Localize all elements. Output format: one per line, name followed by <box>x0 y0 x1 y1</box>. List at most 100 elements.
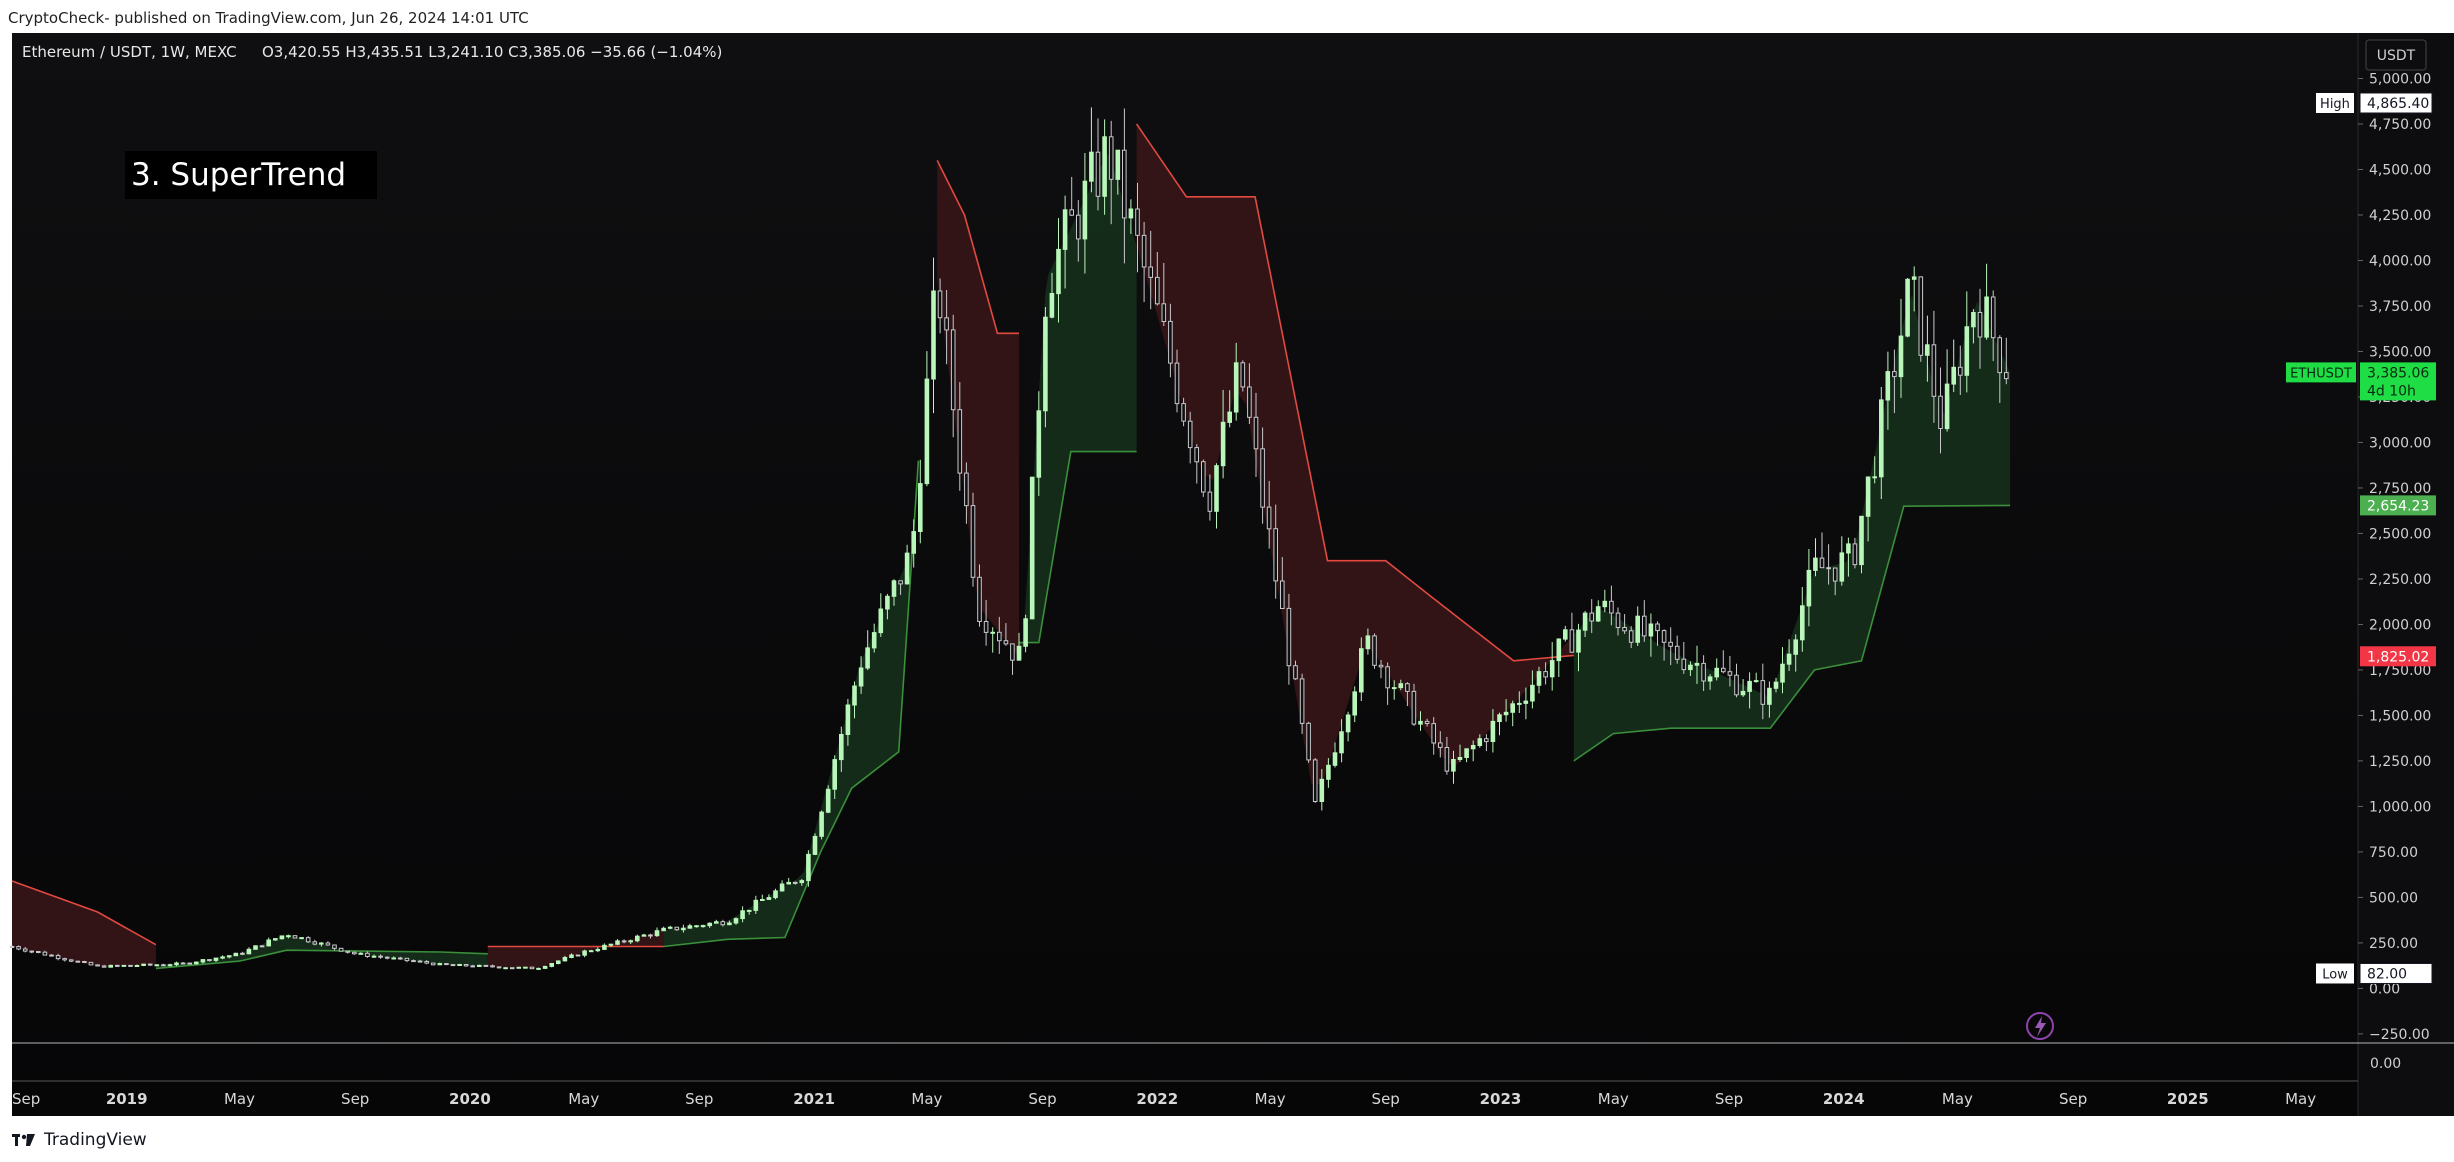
candle-body[interactable] <box>273 938 278 941</box>
candle-body[interactable] <box>1082 180 1088 240</box>
candle-body[interactable] <box>1148 266 1154 278</box>
candle-body[interactable] <box>707 922 713 927</box>
candle-body[interactable] <box>1556 638 1562 662</box>
candle-body[interactable] <box>1438 742 1443 748</box>
candle-body[interactable] <box>1247 386 1252 418</box>
candle-body[interactable] <box>1029 476 1035 620</box>
candle-body[interactable] <box>806 853 811 882</box>
candle-body[interactable] <box>641 934 647 937</box>
candle-body[interactable] <box>200 959 206 963</box>
candle-body[interactable] <box>29 950 34 953</box>
candle-body[interactable] <box>529 966 535 970</box>
candle-body[interactable] <box>1299 678 1305 724</box>
candle-body[interactable] <box>292 935 298 939</box>
candle-body[interactable] <box>233 952 239 957</box>
candle-body[interactable] <box>1813 557 1818 571</box>
candle-body[interactable] <box>1464 748 1469 758</box>
candle-body[interactable] <box>2004 372 2009 380</box>
candle-body[interactable] <box>1832 567 1838 582</box>
candle-body[interactable] <box>1898 335 1904 378</box>
candle-body[interactable] <box>523 966 528 969</box>
candle-body[interactable] <box>1852 543 1858 566</box>
candle-body[interactable] <box>1411 690 1417 725</box>
candle-body[interactable] <box>1727 671 1733 676</box>
candle-body[interactable] <box>1372 635 1377 666</box>
candle-body[interactable] <box>865 647 870 669</box>
candle-body[interactable] <box>878 608 884 634</box>
candle-body[interactable] <box>1938 395 1943 430</box>
candle-body[interactable] <box>1701 662 1706 682</box>
candle-body[interactable] <box>977 576 982 622</box>
candle-body[interactable] <box>9 946 15 948</box>
candle-body[interactable] <box>1905 278 1910 337</box>
candle-body[interactable] <box>858 667 864 687</box>
candle-body[interactable] <box>128 964 133 967</box>
candle-body[interactable] <box>1306 722 1311 761</box>
candle-body[interactable] <box>1345 714 1351 733</box>
candle-body[interactable] <box>1767 687 1772 705</box>
candle-body[interactable] <box>1405 683 1410 692</box>
candle-body[interactable] <box>569 954 574 958</box>
candle-body[interactable] <box>174 962 179 966</box>
candle-body[interactable] <box>352 951 357 955</box>
candle-body[interactable] <box>1266 506 1272 530</box>
candle-body[interactable] <box>1655 623 1660 632</box>
candle-body[interactable] <box>746 909 752 912</box>
candle-body[interactable] <box>1201 461 1206 493</box>
candle-body[interactable] <box>1457 757 1463 760</box>
candle-body[interactable] <box>496 966 502 969</box>
candle-body[interactable] <box>36 951 41 953</box>
candle-body[interactable] <box>115 964 120 967</box>
candle-body[interactable] <box>398 957 403 960</box>
candle-body[interactable] <box>1681 658 1687 671</box>
candle-body[interactable] <box>1339 731 1344 754</box>
candle-body[interactable] <box>562 957 568 962</box>
candle-body[interactable] <box>365 952 370 957</box>
candle-body[interactable] <box>1846 543 1851 554</box>
candle-body[interactable] <box>1536 671 1542 686</box>
candle-body[interactable] <box>964 472 969 507</box>
candle-body[interactable] <box>1484 738 1489 743</box>
candle-body[interactable] <box>615 940 620 945</box>
candle-body[interactable] <box>477 964 482 968</box>
candle-body[interactable] <box>931 290 936 380</box>
candle-body[interactable] <box>1622 627 1627 632</box>
candle-body[interactable] <box>740 910 745 920</box>
candle-body[interactable] <box>1517 702 1522 705</box>
supertrend-down-line-3[interactable] <box>1135 123 1574 662</box>
candle-body[interactable] <box>463 964 469 967</box>
candle-body[interactable] <box>1049 293 1055 318</box>
candle-body[interactable] <box>1892 371 1897 378</box>
candle-body[interactable] <box>1076 214 1081 240</box>
candle-body[interactable] <box>542 965 548 969</box>
candle-body[interactable] <box>371 955 377 958</box>
candle-body[interactable] <box>325 942 331 946</box>
candle-body[interactable] <box>338 947 344 952</box>
candle-body[interactable] <box>1530 684 1535 702</box>
candle-body[interactable] <box>220 956 225 959</box>
candle-body[interactable] <box>305 937 311 943</box>
candle-body[interactable] <box>213 957 219 961</box>
candle-body[interactable] <box>1826 567 1831 570</box>
candle-body[interactable] <box>55 955 61 960</box>
candle-body[interactable] <box>1490 720 1496 743</box>
candle-body[interactable] <box>727 922 732 926</box>
candle-body[interactable] <box>648 934 653 937</box>
candle-body[interactable] <box>1089 151 1094 182</box>
candle-body[interactable] <box>694 925 699 928</box>
candle-body[interactable] <box>1332 752 1338 766</box>
candle-body[interactable] <box>1694 662 1700 666</box>
candle-body[interactable] <box>654 930 660 937</box>
candle-body[interactable] <box>266 939 271 947</box>
candle-body[interactable] <box>1128 208 1134 219</box>
supertrend-up-line-0[interactable] <box>155 949 488 970</box>
candle-body[interactable] <box>918 483 923 533</box>
candle-body[interactable] <box>345 950 350 953</box>
candle-body[interactable] <box>1365 635 1371 650</box>
candle-body[interactable] <box>194 961 199 965</box>
candle-body[interactable] <box>75 960 81 963</box>
candle-body[interactable] <box>358 952 364 955</box>
candle-body[interactable] <box>167 964 173 967</box>
candle-body[interactable] <box>839 734 844 761</box>
candle-body[interactable] <box>1990 296 1996 339</box>
